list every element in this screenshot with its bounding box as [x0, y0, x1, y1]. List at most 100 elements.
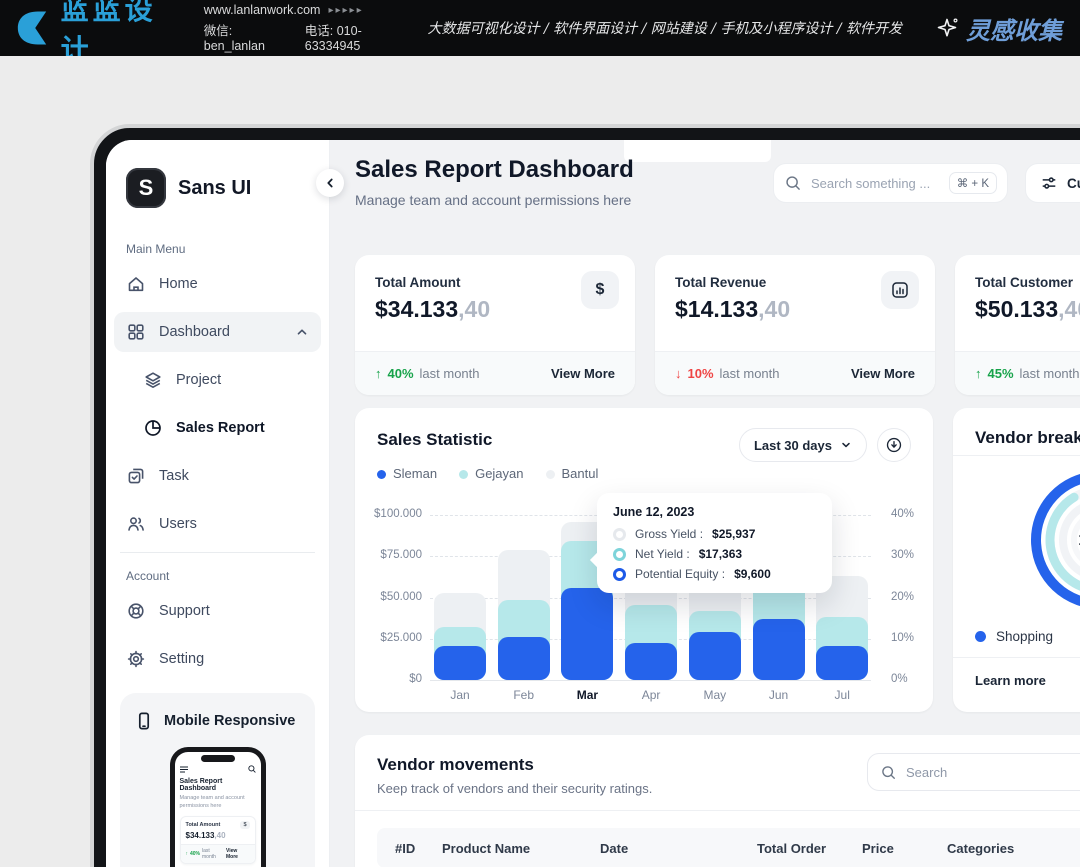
y-axis-tick: $75.000: [380, 549, 422, 562]
learn-more-link[interactable]: Learn more: [975, 673, 1046, 688]
task-check-icon: [126, 466, 146, 486]
bar-sleman-jul: [816, 646, 869, 680]
sidebar-item-setting[interactable]: Setting: [114, 639, 321, 679]
search-icon: [247, 765, 256, 773]
sidebar-item-task[interactable]: Task: [114, 456, 321, 496]
column-price: Price: [862, 840, 894, 856]
vendor-movements-title: Vendor movements: [377, 755, 534, 774]
chevron-up-icon: [295, 325, 309, 339]
vendor-donut-chart: [1010, 450, 1080, 630]
download-button[interactable]: [877, 428, 911, 462]
banner-url[interactable]: www.lanlanwork.com: [203, 3, 321, 17]
sliders-icon: [1042, 177, 1056, 189]
y-axis-tick: $50.000: [380, 590, 422, 603]
vendor-movements-card: Vendor movements Keep track of vendors a…: [355, 735, 1080, 867]
bar-sleman-jan: [434, 646, 486, 680]
customize-button[interactable]: Customize: [1025, 163, 1080, 203]
sidebar-item-label: Home: [159, 276, 198, 292]
vendor-legend: Shopping: [975, 629, 1080, 644]
global-search[interactable]: ⌘ + K: [773, 163, 1008, 203]
bar-sleman-feb: [497, 637, 550, 680]
y2-axis-tick: 20%: [891, 590, 915, 603]
sidebar-item-users[interactable]: Users: [114, 504, 321, 544]
page-subtitle: Manage team and account permissions here: [355, 192, 632, 208]
sidebar-divider: [120, 552, 315, 553]
bar-sleman-mar: [561, 587, 614, 680]
sidebar-item-sales-report[interactable]: Sales Report: [114, 408, 321, 448]
column-categories: Categories: [947, 840, 1015, 856]
sales-statistic-title: Sales Statistic: [377, 430, 493, 449]
x-axis-tick: Jul: [834, 688, 850, 702]
sidebar-item-label: Support: [159, 603, 210, 619]
x-axis-tick: May: [703, 688, 727, 702]
sparkle-star-icon: [937, 18, 958, 37]
column-id: #ID: [395, 840, 416, 856]
sidebar-item-dashboard[interactable]: Dashboard: [114, 312, 321, 352]
bar-chart-icon: [881, 271, 919, 309]
smartphone-icon: [134, 711, 154, 731]
home-icon: [126, 274, 146, 294]
phone-notch: [200, 755, 235, 762]
bar-sleman-may: [688, 632, 741, 680]
x-axis-tick: Jun: [768, 688, 789, 702]
view-more-link[interactable]: View More: [550, 366, 615, 381]
chart-tooltip: June 12, 2023 Gross Yield : $25,937 Net Y…: [597, 493, 832, 593]
hamburger-icon: [179, 766, 188, 772]
sidebar-item-support[interactable]: Support: [114, 591, 321, 631]
y2-axis-tick: 10%: [891, 631, 915, 644]
sidebar-item-label: Users: [159, 516, 197, 532]
stat-cards-row: Total Amount $34.133,40 $ ↑ 40% last mon…: [355, 255, 1080, 395]
vendor-breakdown-card: Vendor breakdown: [953, 408, 1080, 712]
sidebar-section-account: Account: [126, 569, 170, 583]
dollar-icon: $: [581, 271, 619, 309]
sidebar-section-main-menu: Main Menu: [126, 242, 186, 256]
y2-axis-tick: 40%: [891, 508, 915, 520]
pie-chart-icon: [143, 418, 163, 438]
sidebar: S Sans UI Main Menu Home: [106, 140, 330, 867]
trend-arrow-icon: ↑: [375, 366, 382, 381]
sales-statistic-card: Sales Statistic Sleman Gejayan Bantul La…: [355, 408, 933, 712]
table-search[interactable]: [867, 753, 1080, 791]
vendor-movements-subtitle: Keep track of vendors and their security…: [377, 781, 653, 796]
search-icon: [786, 176, 800, 190]
banner-contact: www.lanlanwork.com ▸▸▸▸▸ 微信: ben_lanlan …: [204, 3, 408, 53]
mini-page-title: Sales Report Dashboard: [179, 778, 223, 792]
gear-icon: [126, 649, 146, 669]
y-axis-tick: $0: [409, 673, 422, 685]
banner-phone: 电话: 010-63334945: [304, 24, 362, 53]
ring-icon: [613, 547, 626, 561]
sidebar-item-label: Sales Report: [176, 420, 265, 436]
chevron-down-icon: [842, 442, 850, 448]
sidebar-item-home[interactable]: Home: [114, 264, 321, 304]
table-search-input[interactable]: [906, 764, 1080, 780]
table-header-row: #ID Product Name Date Total Order Price …: [377, 828, 1080, 867]
ring-icon: [613, 567, 626, 581]
y-axis-tick: $25.000: [380, 631, 422, 644]
trend-arrow-icon: ↓: [675, 366, 682, 381]
view-more-link[interactable]: View More: [850, 366, 915, 381]
search-input[interactable]: [811, 175, 940, 191]
x-axis-tick: Feb: [513, 688, 535, 702]
sidebar-collapse-button[interactable]: [316, 169, 344, 197]
vendor-breakdown-title: Vendor breakdown: [975, 428, 1080, 447]
x-axis-tick: Jan: [450, 688, 470, 702]
lanlan-logo-icon: [17, 11, 47, 45]
column-date: Date: [600, 840, 629, 856]
dashboard-grid-icon: [126, 322, 146, 342]
sales-bar-chart: $100.000 40% $75.000 30% $50.000 20% $25.000 10…: [355, 495, 933, 710]
donut-center-value: 100%: [1060, 530, 1080, 550]
download-icon: [886, 437, 902, 453]
dollar-icon: $: [240, 820, 250, 829]
sans-ui-logo-icon: S: [126, 168, 166, 208]
stat-card-total-amount: Total Amount $34.133,40 $ ↑ 40% last mon…: [355, 255, 635, 395]
sidebar-item-project[interactable]: Project: [114, 360, 321, 400]
sidebar-item-label: Task: [159, 468, 189, 484]
page-title: Sales Report Dashboard: [355, 156, 634, 183]
date-range-select[interactable]: Last 30 days: [738, 428, 867, 462]
y-axis-tick: $100.000: [374, 508, 422, 520]
banner-wechat: 微信: ben_lanlan: [203, 24, 265, 53]
column-total-order: Total Order: [757, 840, 827, 856]
chart-legend: Sleman Gejayan Bantul: [377, 466, 598, 481]
banner-arrows: ▸▸▸▸▸: [328, 4, 364, 16]
